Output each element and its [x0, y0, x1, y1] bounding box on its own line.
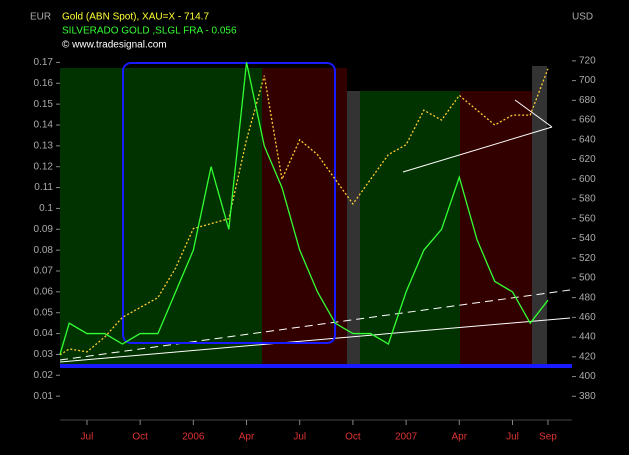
- y2-tick-label: 400: [579, 371, 596, 382]
- y-tick-label: 0.1: [39, 203, 53, 214]
- y2-tick-label: 680: [579, 95, 596, 106]
- y-axis-label: EUR: [30, 12, 51, 23]
- trend-line: [514, 99, 553, 128]
- x-tick-label: 2007: [395, 432, 418, 443]
- chart-title: Gold (ABN Spot), XAU=X - 714.7: [62, 12, 209, 23]
- y2-tick-label: 520: [579, 253, 596, 264]
- y2-tick-label: 500: [579, 273, 596, 284]
- x-tick-label: Apr: [452, 432, 468, 443]
- y-tick-label: 0.08: [34, 245, 54, 256]
- zone: [60, 68, 262, 365]
- x-tick-label: 2006: [182, 432, 205, 443]
- y-tick-label: 0.15: [34, 99, 54, 110]
- y-tick-label: 0.11: [34, 182, 53, 193]
- y2-tick-label: 720: [579, 56, 596, 67]
- y2-tick-label: 480: [579, 292, 596, 303]
- y-tick-label: 0.13: [34, 140, 54, 151]
- source: © www.tradesignal.com: [62, 40, 167, 51]
- series-line: [59, 68, 549, 356]
- y2-tick-label: 660: [579, 115, 596, 126]
- y-tick-label: 0.02: [34, 370, 54, 381]
- zones: [60, 66, 547, 365]
- x-tick-label: Sep: [539, 432, 557, 443]
- x-tick-label: Jul: [506, 432, 519, 443]
- highlight-box: [122, 62, 336, 344]
- y2-tick-label: 560: [579, 213, 596, 224]
- y-tick-label: 0.16: [34, 78, 54, 89]
- y-tick-label: 0.01: [34, 391, 54, 402]
- y-tick-label: 0.14: [34, 120, 54, 131]
- zone: [360, 91, 460, 365]
- y2-axis-label: USD: [572, 12, 593, 23]
- y-tick-label: 0.17: [34, 57, 54, 68]
- chart-subtitle: SILVERADO GOLD ,SLGL FRA - 0.056: [62, 26, 237, 37]
- x-tick-label: Jul: [81, 432, 94, 443]
- y-tick-label: 0.12: [34, 161, 54, 172]
- y2-tick-label: 420: [579, 351, 596, 362]
- y-tick-label: 0.04: [34, 328, 54, 339]
- y-tick-label: 0.07: [34, 266, 54, 277]
- series-line: [59, 62, 549, 355]
- y-tick-label: 0.09: [34, 224, 54, 235]
- y2-tick-label: 440: [579, 332, 596, 343]
- trend-line: [59, 317, 571, 363]
- x-tick-label: Oct: [132, 432, 148, 443]
- y2-tick-label: 700: [579, 75, 596, 86]
- zone: [532, 66, 547, 365]
- y2-tick-label: 640: [579, 134, 596, 145]
- x-tick-label: Jul: [293, 432, 306, 443]
- zone: [347, 91, 360, 365]
- x-tick-label: Apr: [239, 432, 255, 443]
- y2-tick-label: 620: [579, 154, 596, 165]
- trend-line: [402, 126, 553, 173]
- y-tick-label: 0.03: [34, 349, 54, 360]
- x-tick-label: Oct: [345, 432, 361, 443]
- y2-tick-label: 380: [579, 391, 596, 402]
- y-tick-label: 0.06: [34, 286, 54, 297]
- zone: [262, 68, 347, 365]
- y2-tick-label: 580: [579, 194, 596, 205]
- y2-tick-label: 540: [579, 233, 596, 244]
- y2-tick-label: 600: [579, 174, 596, 185]
- y-tick-label: 0.05: [34, 307, 54, 318]
- y2-tick-label: 460: [579, 312, 596, 323]
- trend-line: [59, 289, 571, 361]
